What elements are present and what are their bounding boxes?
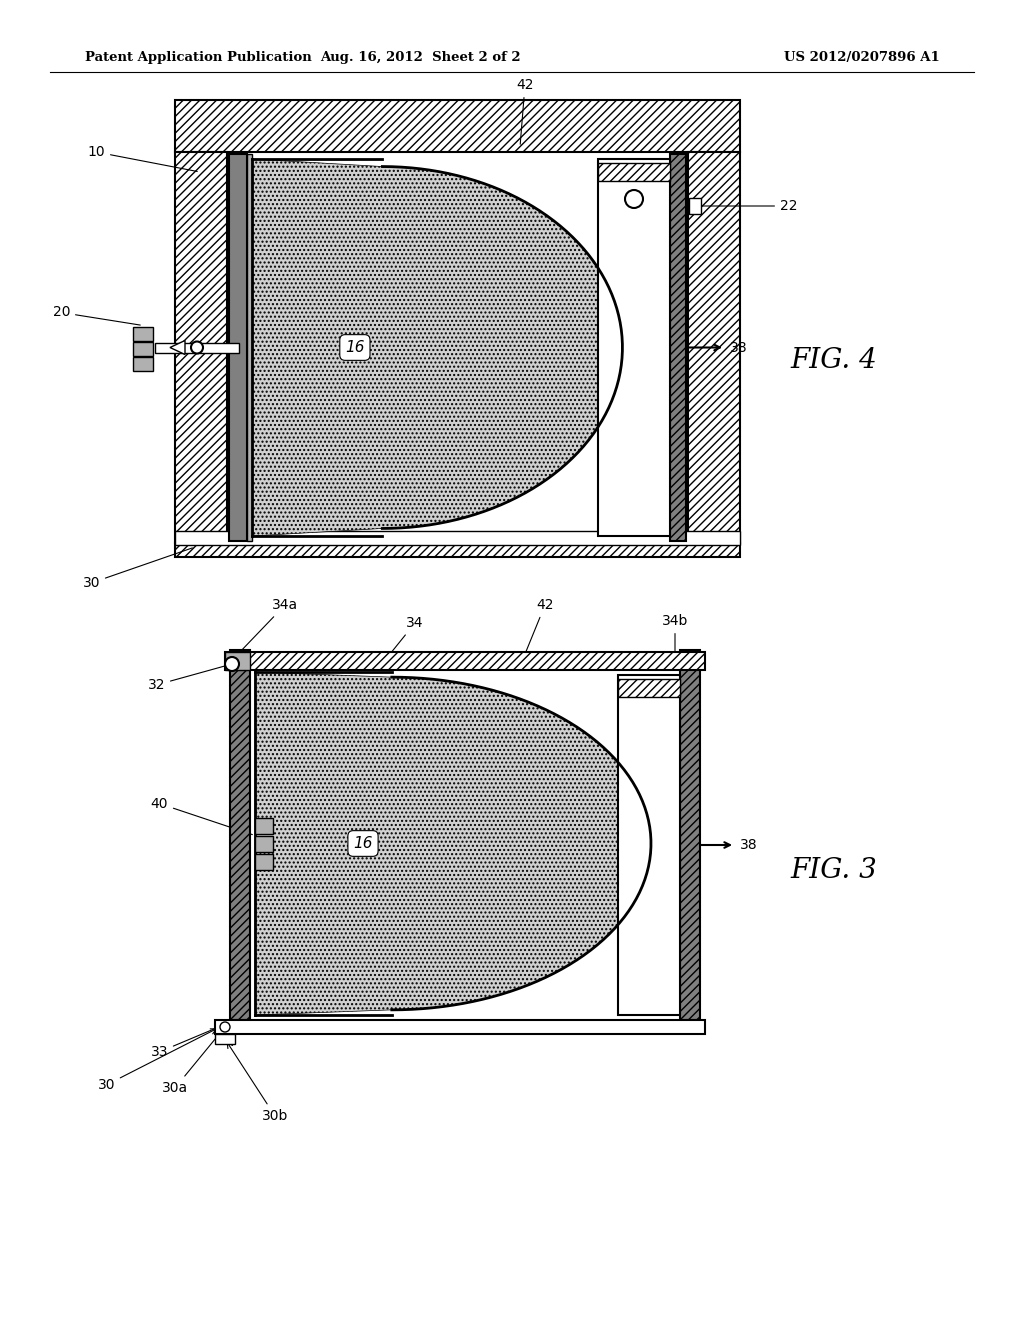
Text: 34: 34 (392, 616, 424, 652)
Bar (175, 543, 740, 557)
Bar (175, 531, 740, 545)
Text: Aug. 16, 2012  Sheet 2 of 2: Aug. 16, 2012 Sheet 2 of 2 (319, 50, 520, 63)
Text: FIG. 3: FIG. 3 (790, 857, 877, 883)
Bar (230, 649, 250, 1020)
Bar (225, 652, 705, 671)
Text: 16: 16 (353, 836, 373, 851)
Text: 42: 42 (526, 598, 554, 652)
Bar (255, 836, 273, 851)
Text: 20: 20 (52, 305, 140, 325)
Bar (598, 162, 670, 181)
Bar (598, 158, 670, 536)
Bar (133, 342, 153, 355)
Bar (680, 649, 700, 1020)
Polygon shape (252, 158, 623, 536)
Bar (133, 326, 153, 341)
Text: US 2012/0207896 A1: US 2012/0207896 A1 (784, 50, 940, 63)
Text: 22: 22 (696, 199, 798, 213)
Polygon shape (170, 341, 185, 355)
Bar (175, 152, 227, 543)
Text: 40: 40 (151, 796, 252, 834)
Text: 30b: 30b (227, 1043, 288, 1123)
Bar (247, 154, 252, 541)
Text: 33: 33 (151, 1018, 242, 1059)
Circle shape (225, 657, 239, 671)
Text: 34b: 34b (662, 614, 688, 651)
Circle shape (220, 1022, 230, 1032)
Circle shape (625, 190, 643, 209)
Text: 32: 32 (147, 665, 229, 692)
Bar (255, 817, 273, 833)
Bar (255, 854, 273, 870)
Polygon shape (255, 672, 651, 1015)
Bar (229, 154, 247, 541)
Text: 34a: 34a (240, 598, 298, 652)
Text: 30: 30 (83, 548, 193, 590)
Bar (227, 152, 688, 543)
Text: 38: 38 (730, 341, 748, 355)
Bar (618, 675, 680, 1015)
Bar (215, 1020, 705, 1034)
Bar (688, 152, 740, 543)
Bar (175, 100, 740, 152)
Text: 30: 30 (97, 1028, 216, 1092)
Text: 42: 42 (516, 78, 534, 144)
Bar (689, 198, 701, 214)
Text: 16: 16 (345, 341, 365, 355)
Bar (225, 652, 250, 671)
Bar (618, 678, 680, 697)
Text: Patent Application Publication: Patent Application Publication (85, 50, 311, 63)
Bar (215, 1034, 234, 1044)
Text: 30a: 30a (162, 1030, 223, 1096)
Text: 38: 38 (740, 838, 758, 851)
Circle shape (191, 342, 203, 354)
Text: 10: 10 (87, 145, 198, 172)
Bar (133, 356, 153, 371)
Bar (670, 154, 686, 541)
Bar (155, 342, 239, 352)
Text: FIG. 4: FIG. 4 (790, 346, 877, 374)
